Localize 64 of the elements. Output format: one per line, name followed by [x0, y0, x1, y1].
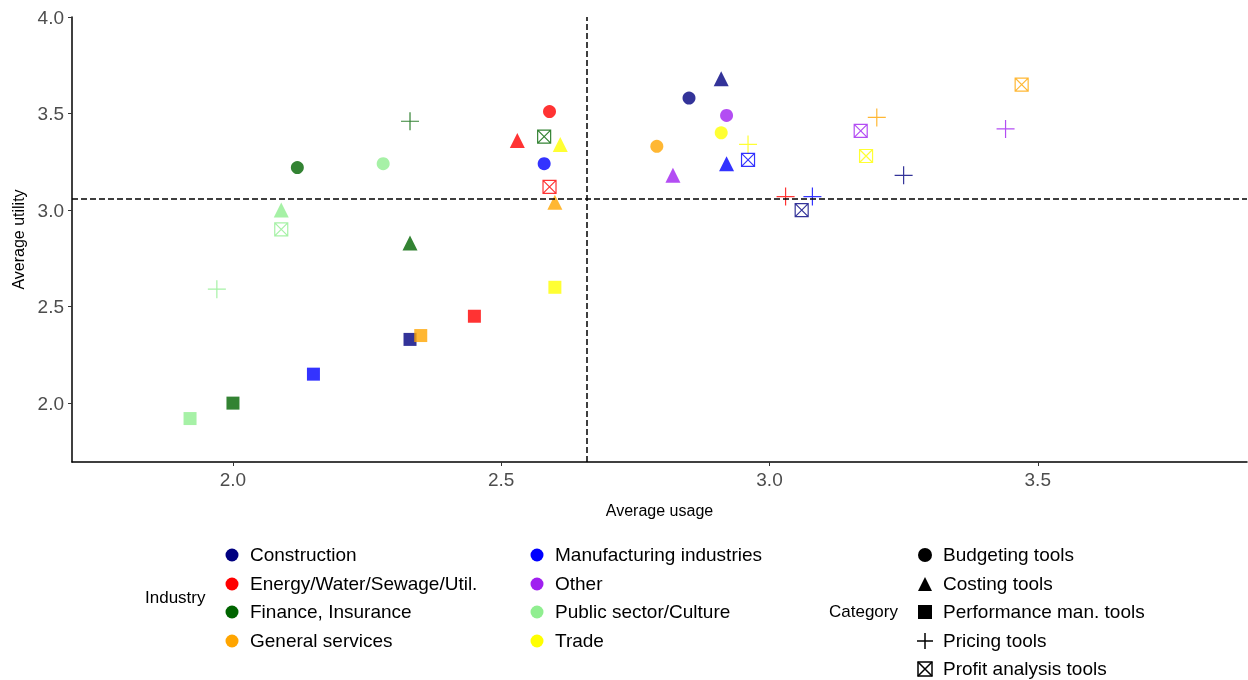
y-axis-title: Average utility	[10, 189, 28, 290]
point	[682, 91, 696, 105]
point	[306, 367, 320, 381]
point	[719, 156, 735, 172]
point	[1014, 77, 1029, 92]
point	[995, 119, 1016, 139]
text: Pricing tools	[943, 629, 1047, 652]
point	[853, 123, 868, 138]
point	[740, 152, 756, 167]
text: Energy/Water/Sewage/Util.	[250, 572, 478, 595]
point	[894, 165, 914, 185]
y-tick-label: 2.5	[37, 296, 64, 318]
text: Public sector/Culture	[555, 601, 731, 624]
point	[867, 107, 887, 127]
y-tick-label: 3.5	[37, 103, 64, 125]
point	[802, 186, 823, 207]
y-tick-label: 2.0	[37, 392, 64, 414]
point	[207, 279, 227, 299]
point	[552, 136, 568, 152]
point	[537, 157, 551, 171]
point	[858, 148, 874, 164]
point	[548, 280, 562, 294]
point	[665, 167, 681, 183]
y-tick-label: 3.0	[37, 199, 64, 221]
point	[547, 194, 563, 210]
point	[738, 134, 758, 155]
text: Budgeting tools	[943, 544, 1074, 567]
x-tick-label: 3.0	[756, 469, 783, 490]
point	[273, 202, 289, 218]
point	[713, 71, 729, 87]
point	[509, 133, 525, 149]
x-tick-label: 3.5	[1024, 469, 1051, 490]
text: General services	[250, 629, 393, 652]
point	[720, 108, 734, 122]
text: Trade	[555, 629, 604, 652]
point	[537, 129, 552, 144]
point	[183, 412, 197, 426]
text: Performance man. tools	[943, 601, 1145, 624]
point	[794, 202, 809, 218]
x-tick-label: 2.0	[219, 469, 247, 490]
text: Finance, Insurance	[250, 601, 412, 624]
point	[650, 139, 664, 153]
point	[402, 235, 418, 251]
y-tick-label: 4.0	[37, 6, 64, 28]
point	[467, 309, 481, 323]
point	[400, 111, 420, 131]
text: Construction	[250, 544, 357, 567]
point	[543, 105, 557, 119]
text: Other	[555, 572, 603, 595]
x-tick-label: 2.5	[488, 469, 515, 490]
point	[714, 126, 728, 140]
text: Category	[829, 602, 898, 622]
point	[775, 186, 796, 207]
point	[274, 222, 289, 237]
point	[226, 396, 240, 410]
point	[290, 161, 304, 175]
text: Manufacturing industries	[555, 544, 762, 567]
point	[376, 157, 390, 171]
text: Industry	[145, 588, 206, 608]
text: Costing tools	[943, 572, 1053, 595]
x-axis-title: Average usage	[605, 501, 714, 519]
text: Profit analysis tools	[943, 658, 1107, 680]
point	[414, 329, 428, 343]
point	[542, 179, 557, 194]
